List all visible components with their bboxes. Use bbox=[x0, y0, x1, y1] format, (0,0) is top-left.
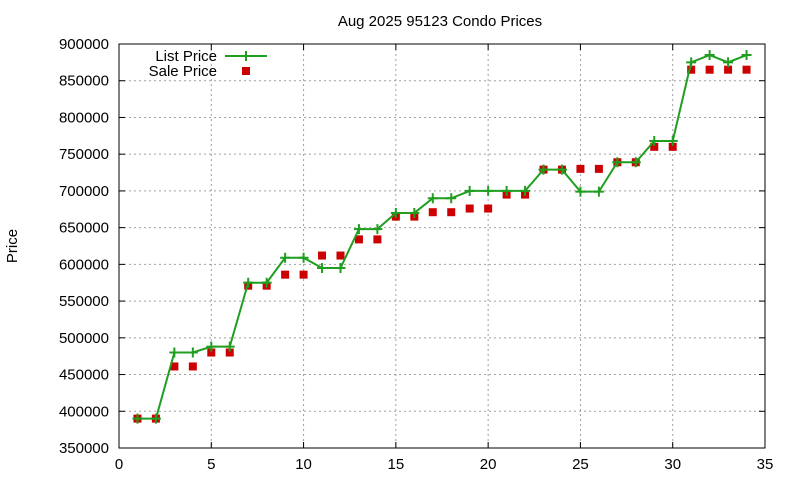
sale-price-point bbox=[594, 164, 603, 173]
sale-price-point bbox=[336, 251, 345, 260]
list-price-point bbox=[206, 341, 217, 352]
list-price-point bbox=[520, 185, 531, 196]
list-price-point bbox=[243, 277, 254, 288]
y-tick-label: 450000 bbox=[59, 367, 109, 384]
list-price-point bbox=[298, 252, 309, 263]
list-price-point bbox=[409, 207, 420, 218]
sale-price-point bbox=[354, 235, 363, 244]
list-price-point bbox=[538, 164, 549, 175]
y-tick-label: 800000 bbox=[59, 109, 109, 126]
sale-price-point bbox=[687, 65, 696, 74]
list-price-point bbox=[483, 185, 494, 196]
sale-price-point bbox=[281, 270, 290, 279]
list-price-point bbox=[446, 193, 457, 204]
list-price-point bbox=[372, 224, 383, 235]
sale-price-point bbox=[299, 270, 308, 279]
sale-price-point bbox=[650, 142, 659, 151]
list-price-point bbox=[649, 135, 660, 146]
list-price-point bbox=[224, 341, 235, 352]
x-tick-label: 25 bbox=[572, 456, 589, 473]
y-tick-label: 550000 bbox=[59, 293, 109, 310]
sale-price-point bbox=[373, 235, 382, 244]
list-price-point bbox=[501, 185, 512, 196]
x-tick-label: 0 bbox=[115, 456, 123, 473]
y-tick-label: 500000 bbox=[59, 330, 109, 347]
list-price-point bbox=[187, 347, 198, 358]
list-price-point bbox=[427, 193, 438, 204]
list-price-point bbox=[353, 224, 364, 235]
list-price-point bbox=[704, 50, 715, 61]
chart-title: Aug 2025 95123 Condo Prices bbox=[338, 13, 542, 30]
sale-price-point bbox=[742, 65, 751, 74]
y-tick-label: 650000 bbox=[59, 220, 109, 237]
list-price-point bbox=[261, 277, 272, 288]
list-price-point bbox=[630, 157, 641, 168]
y-axis-label: Price bbox=[4, 229, 21, 263]
list-price-point bbox=[280, 252, 291, 263]
sale-price-point bbox=[724, 65, 733, 74]
list-price-point bbox=[335, 263, 346, 274]
sale-price-point bbox=[428, 208, 437, 217]
sale-price-point bbox=[207, 348, 216, 357]
sale-price-point bbox=[447, 208, 456, 217]
grid bbox=[119, 44, 765, 448]
x-tick-label: 30 bbox=[664, 456, 681, 473]
legend-list-price-marker bbox=[241, 51, 251, 61]
y-tick-label: 850000 bbox=[59, 73, 109, 90]
sale-price-point bbox=[576, 164, 585, 173]
list-price-point bbox=[317, 263, 328, 274]
sale-price-point bbox=[170, 362, 179, 371]
list-price-point bbox=[132, 413, 143, 424]
list-price-point bbox=[741, 50, 752, 61]
y-tick-label: 400000 bbox=[59, 403, 109, 420]
sale-price-point bbox=[225, 348, 234, 357]
list-price-point bbox=[390, 207, 401, 218]
sale-price-point bbox=[188, 362, 197, 371]
axis-ticks: 0 5 10 15 20 25 30 35 350000 400000 450000 500000 55… bbox=[59, 36, 773, 473]
list-price-point bbox=[723, 57, 734, 68]
sale-price-point bbox=[668, 142, 677, 151]
list-price-point bbox=[575, 186, 586, 197]
y-tick-label: 600000 bbox=[59, 256, 109, 273]
list-price-point bbox=[169, 347, 180, 358]
sale-price-point bbox=[484, 204, 493, 213]
list-price-line bbox=[137, 53, 747, 420]
y-tick-label: 350000 bbox=[59, 440, 109, 457]
x-tick-label: 15 bbox=[388, 456, 405, 473]
list-price-point bbox=[612, 157, 623, 168]
list-price-point bbox=[150, 413, 161, 424]
legend-sale-price-marker bbox=[242, 67, 250, 75]
series-layer bbox=[132, 50, 752, 424]
list-price-point bbox=[686, 57, 697, 68]
y-tick-label: 900000 bbox=[59, 36, 109, 53]
list-price-point bbox=[667, 135, 678, 146]
x-tick-label: 10 bbox=[295, 456, 312, 473]
list-price-point bbox=[556, 164, 567, 175]
legend: List Price Sale Price bbox=[149, 48, 267, 80]
legend-label-list-price: List Price bbox=[155, 48, 217, 65]
legend-label-sale-price: Sale Price bbox=[149, 63, 217, 80]
x-tick-label: 5 bbox=[207, 456, 215, 473]
y-tick-label: 700000 bbox=[59, 183, 109, 200]
sale-price-point bbox=[318, 251, 327, 260]
sale-price-point bbox=[705, 65, 714, 74]
x-tick-label: 20 bbox=[480, 456, 497, 473]
list-price-point bbox=[464, 185, 475, 196]
x-tick-label: 35 bbox=[757, 456, 774, 473]
list-price-point bbox=[593, 186, 604, 197]
y-tick-label: 750000 bbox=[59, 146, 109, 163]
plot-border bbox=[118, 43, 766, 449]
sale-price-point bbox=[465, 204, 474, 213]
